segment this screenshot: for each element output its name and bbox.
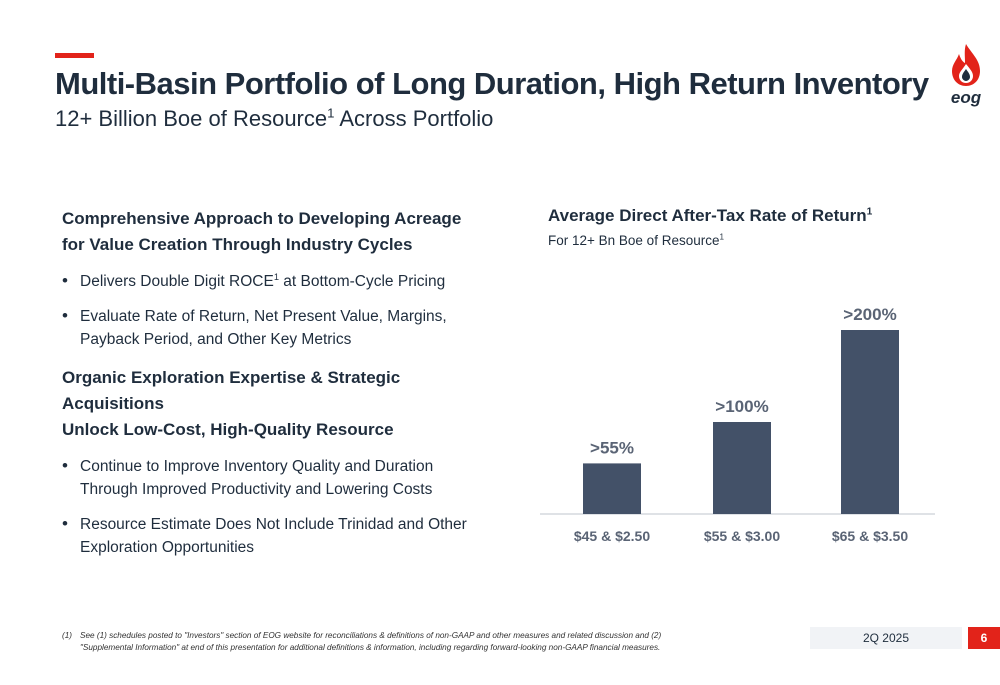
footnote-mark: (1) <box>62 631 73 640</box>
flame-icon <box>952 44 980 86</box>
logo-wordmark: eog <box>950 88 982 107</box>
bar-1 <box>583 463 641 514</box>
footnote-ref: 1 <box>327 105 335 121</box>
page-subtitle: 12+ Billion Boe of Resource1 Across Port… <box>55 105 494 131</box>
page-title: Multi-Basin Portfolio of Long Duration, … <box>55 66 929 101</box>
eog-logo: eog <box>944 42 988 108</box>
section-heading-approach: Comprehensive Approach to Developing Acr… <box>62 209 462 254</box>
bar-data-label: >100% <box>715 397 768 416</box>
bar-2 <box>713 422 771 514</box>
bullet-evaluate: Evaluate Rate of Return, Net Present Val… <box>62 304 502 351</box>
left-column: Comprehensive Approach to Developing Acr… <box>62 206 502 559</box>
section-heading-exploration: Organic Exploration Expertise & Strategi… <box>62 368 401 439</box>
x-tick-label: $45 & $2.50 <box>574 528 650 544</box>
bar-3 <box>841 330 899 514</box>
x-tick-label: $55 & $3.00 <box>704 528 780 544</box>
footnote-text: See (1) schedules posted to "Investors" … <box>80 631 662 652</box>
title-accent-bar <box>55 53 94 58</box>
bullet-resource-estimate: Resource Estimate Does Not Include Trini… <box>62 512 502 559</box>
footnote-ref: 1 <box>719 232 724 242</box>
bar-data-label: >55% <box>590 438 634 457</box>
date-label: 2Q 2025 <box>810 627 962 649</box>
page-number: 6 <box>968 627 1000 649</box>
footnote-ref: 1 <box>866 206 873 218</box>
chart-subtitle: For 12+ Bn Boe of Resource1 <box>548 232 724 248</box>
ror-bar-chart: >55% $45 & $2.50 >100% $55 & $3.00 >200% $65 … <box>540 305 935 544</box>
bar-data-label: >200% <box>843 305 896 324</box>
x-tick-label: $65 & $3.50 <box>832 528 908 544</box>
footnote-ref: 1 <box>273 271 279 282</box>
bullet-roce: Delivers Double Digit ROCE1 at Bottom-Cy… <box>62 269 502 293</box>
bullet-inventory: Continue to Improve Inventory Quality an… <box>62 454 502 501</box>
footnote: (1) See (1) schedules posted to "Investo… <box>62 630 702 654</box>
chart-title: Average Direct After-Tax Rate of Return1 <box>548 206 873 225</box>
